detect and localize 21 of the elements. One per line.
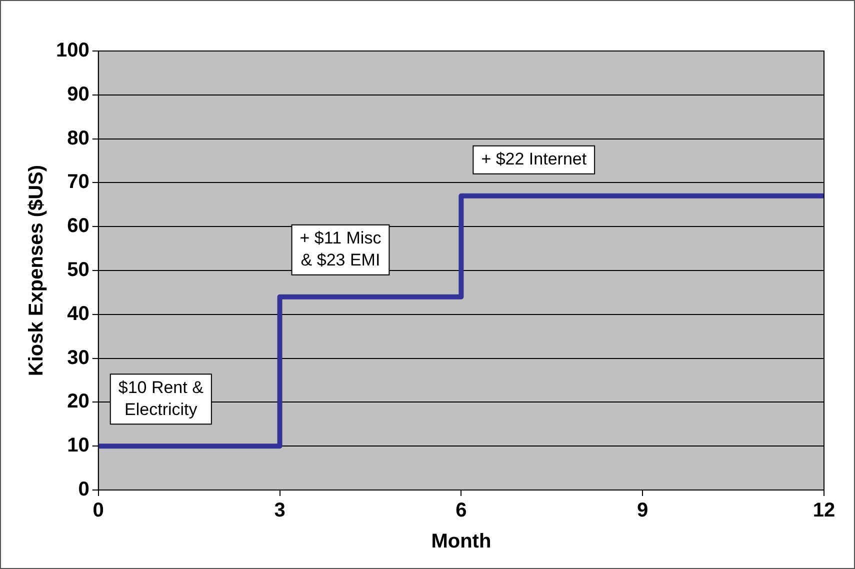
y-tick-label: 20 (67, 390, 90, 413)
y-tick-label: 50 (67, 259, 90, 282)
y-axis-title: Kiosk Expenses ($US) (26, 164, 48, 376)
x-tick-label: 9 (637, 500, 648, 522)
y-tick-label: 60 (67, 215, 90, 238)
y-tick-label: 30 (67, 346, 90, 369)
x-tick-label: 3 (274, 500, 286, 522)
y-tick-label: 70 (67, 171, 90, 194)
x-tick-label: 0 (92, 500, 104, 522)
x-tick-label: 6 (456, 500, 467, 522)
y-tick-label: 10 (67, 434, 90, 457)
y-tick-label: 40 (67, 302, 90, 325)
y-tick-label: 80 (67, 127, 90, 150)
annotation: + $22 Internet (481, 150, 587, 169)
annotation: + $11 Misc & $23 EMI (300, 228, 382, 270)
y-tick-label: 100 (56, 40, 90, 62)
y-tick-label: 90 (67, 83, 90, 106)
x-axis-title: Month (431, 530, 492, 553)
y-tick-label: 0 (78, 478, 90, 501)
annotation: $10 Rent & Electricity (118, 378, 204, 419)
x-tick-label: 12 (812, 500, 836, 522)
